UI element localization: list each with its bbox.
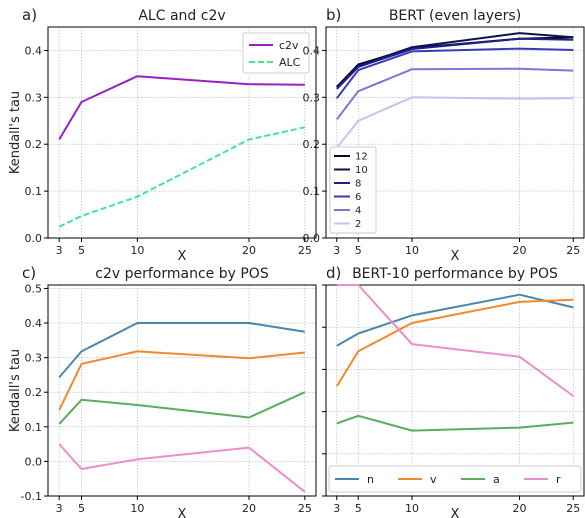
y-axis-label: Kendall's tau — [8, 91, 23, 174]
x-tick-label: 5 — [355, 244, 362, 257]
legend-box — [328, 465, 582, 493]
plot-frame — [325, 284, 585, 497]
x-axis-label: X — [178, 249, 187, 264]
panel-label: a) — [22, 6, 37, 24]
panel-label: d) — [326, 264, 341, 282]
y-tick-label: 0.0 — [303, 232, 321, 245]
legend-label: 10 — [355, 165, 368, 176]
chart-title: ALC and c2v — [138, 8, 225, 24]
chart-panel-2: BERT (even layers) b) 3 5 10 20 25 0.0 0.1 0.2 0.3… — [303, 6, 585, 264]
y-tick-label: 0.0 — [25, 232, 43, 245]
x-axis-label: X — [451, 249, 460, 264]
x-tick-label: 5 — [78, 502, 85, 515]
y-tick-label: 0.2 — [25, 386, 43, 399]
series-line-a — [58, 391, 306, 425]
x-tick-label: 10 — [405, 502, 419, 515]
y-tick-label: 0.1 — [25, 421, 43, 434]
x-tick-label: 10 — [130, 244, 144, 257]
y-tick-label: 0.3 — [25, 352, 43, 365]
chart-panel-4: BERT-10 performance by POS d) 3 5 10 20 25 Xn v a… — [322, 264, 585, 518]
y-tick-label: 0.5 — [25, 282, 43, 295]
legend-label: a — [493, 473, 500, 486]
y-tick-label: 0.4 — [25, 317, 43, 330]
series-line-8 — [336, 37, 574, 90]
y-tick-label: 0.0 — [25, 455, 43, 468]
series-line-n — [336, 293, 574, 347]
y-tick-label: 0.2 — [25, 138, 43, 151]
series-line-r — [336, 284, 574, 397]
chart-title: c2v performance by POS — [95, 266, 269, 282]
x-axis-label: X — [178, 507, 187, 518]
legend-label: 8 — [355, 179, 361, 190]
legend-label: v — [430, 473, 437, 486]
series-line-c2v — [58, 75, 305, 141]
series-line-a — [336, 414, 574, 432]
y-tick-label: 0.4 — [303, 44, 321, 57]
legend-label: ALC — [279, 56, 301, 69]
plot-frame — [325, 26, 585, 239]
plot-frame — [47, 284, 317, 497]
legend-label: r — [556, 473, 561, 486]
legend-label: n — [367, 473, 374, 486]
legend-label: 6 — [355, 192, 361, 203]
series-line-v — [335, 298, 574, 387]
series-line-v — [58, 350, 305, 411]
panel-label: b) — [326, 6, 341, 24]
series-line-alc — [58, 126, 306, 228]
x-tick-label: 5 — [78, 244, 85, 257]
x-axis-label: X — [451, 507, 460, 518]
x-tick-label: 25 — [566, 502, 580, 515]
series-line-6 — [336, 47, 574, 99]
legend-label: 12 — [355, 152, 368, 163]
panel-label: c) — [22, 264, 36, 282]
x-tick-label: 25 — [298, 502, 312, 515]
series-line-n — [58, 322, 305, 379]
y-tick-label: 0.4 — [25, 44, 43, 57]
y-axis-label: Kendall's tau — [8, 349, 23, 432]
chart-title: BERT (even layers) — [389, 8, 521, 24]
series-line-4 — [336, 67, 574, 121]
series-line-r — [58, 443, 306, 493]
legend-label: 4 — [355, 206, 361, 217]
x-tick-label: 10 — [405, 244, 419, 257]
y-tick-label: 0.3 — [303, 91, 321, 104]
legend-label: c2v — [279, 39, 299, 52]
y-tick-label: 0.1 — [303, 185, 321, 198]
y-tick-label: 0.1 — [25, 185, 43, 198]
x-tick-label: 25 — [298, 244, 312, 257]
x-tick-label: 3 — [56, 502, 63, 515]
y-tick-label: -0.1 — [21, 490, 42, 503]
x-tick-label: 20 — [242, 244, 256, 257]
x-tick-label: 25 — [566, 244, 580, 257]
y-tick-label: 0.3 — [25, 91, 43, 104]
x-tick-label: 5 — [355, 502, 362, 515]
series-line-10 — [336, 32, 574, 88]
chart-panel-3: c2v performance by POS c) 3 5 10 20 25 -0.1 0.0 0… — [8, 264, 317, 518]
plot-frame — [47, 26, 317, 239]
y-tick-label: 0.2 — [303, 138, 321, 151]
series-line-2 — [336, 96, 574, 149]
x-tick-label: 3 — [333, 244, 340, 257]
chart-title: BERT-10 performance by POS — [352, 266, 558, 282]
legend-box — [329, 146, 377, 234]
x-tick-label: 3 — [56, 244, 63, 257]
x-tick-label: 20 — [513, 502, 527, 515]
x-tick-label: 10 — [130, 502, 144, 515]
x-tick-label: 20 — [513, 244, 527, 257]
chart-panel-1: ALC and c2v a) 3 5 10 20 25 0.0 0.1 0.2 0.3 0.4 X Ken… — [8, 6, 317, 264]
x-tick-label: 3 — [333, 502, 340, 515]
x-tick-label: 20 — [242, 502, 256, 515]
legend-label: 2 — [355, 219, 361, 230]
